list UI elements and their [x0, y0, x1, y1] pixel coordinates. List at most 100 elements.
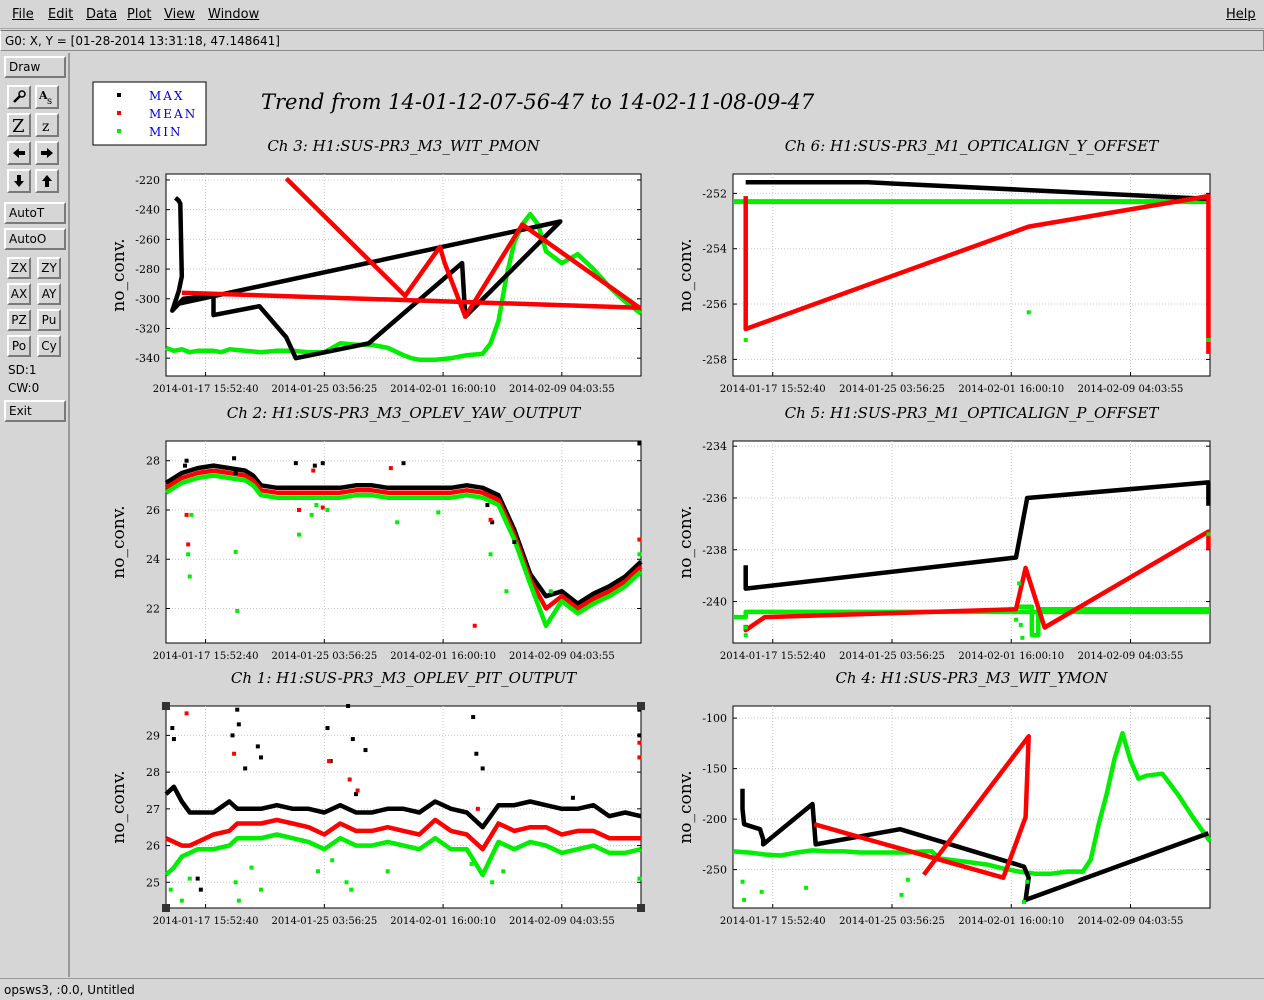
series-min-spikes: [168, 858, 642, 903]
data-point: [490, 880, 495, 885]
series-trace: [165, 817, 641, 852]
selection-handle[interactable]: [162, 904, 170, 912]
series-trace: [1017, 604, 1210, 638]
data-point: [249, 865, 254, 870]
data-point: [740, 879, 745, 884]
series-trace: [740, 788, 1210, 903]
chart-ch2[interactable]: 28 26 24 22 2014-01-17 15:52:40 2014-01-25 03…: [109, 404, 643, 662]
arrow-up-icon: [42, 175, 52, 187]
data-point: [350, 737, 355, 742]
data-point: [316, 869, 320, 874]
series-max-spikes: [183, 441, 642, 544]
series-mean: [813, 734, 1031, 880]
y-tick-label: -150: [702, 763, 727, 776]
plot-frame: [732, 173, 1211, 377]
data-point: [184, 458, 189, 463]
chart-ch6[interactable]: -252 -254 -256 -258 2014-01-17 15:52:40 2014-…: [676, 137, 1211, 395]
zoom-in-z-button[interactable]: Z: [7, 113, 31, 137]
data-point: [233, 880, 238, 885]
autoo-button[interactable]: AutoO: [4, 228, 66, 250]
data-point: [570, 795, 575, 800]
cy-button[interactable]: Cy: [37, 335, 61, 357]
data-point: [236, 722, 241, 727]
pan-down-button[interactable]: [7, 169, 31, 193]
zoom-out-z-button[interactable]: z: [35, 113, 59, 137]
menu-help[interactable]: Help: [1226, 7, 1256, 22]
y-tick-label: -258: [702, 353, 727, 366]
series-max: [170, 196, 563, 361]
menu-file[interactable]: File: [12, 7, 34, 22]
selection-handle[interactable]: [637, 904, 645, 912]
chart-ch5[interactable]: -234 -236 -238 -240 2014-01-17 15:52:40 2014-…: [676, 404, 1211, 662]
data-point: [637, 876, 642, 881]
plot-area-svg[interactable]: MAX MEAN MIN Trend from 14-01-12-07-56-4…: [73, 53, 1262, 977]
series-trace: [743, 529, 1211, 633]
y-tick-label: -238: [702, 544, 727, 557]
po-button[interactable]: Po: [7, 335, 31, 357]
arrow-right-icon: [41, 148, 53, 158]
x-tick-label: 2014-01-17 15:52:40: [153, 651, 259, 662]
svg-text:Z: Z: [12, 116, 25, 134]
y-tick-label: 24: [146, 553, 160, 566]
data-point: [183, 463, 187, 468]
data-point: [186, 552, 191, 557]
autot-button[interactable]: AutoT: [4, 202, 66, 224]
data-point: [899, 892, 904, 897]
menu-view[interactable]: View: [164, 7, 195, 22]
series-min: [164, 832, 642, 878]
chart-ch1[interactable]: 29 28 27 26 25 2014-01-17 15:52:40 2014-01-25 …: [109, 669, 645, 927]
zy-button[interactable]: ZY: [37, 257, 61, 279]
charts-group: -220 -240 -260 -280 -300 -320 -340 2014-01-17 1…: [109, 137, 1212, 927]
data-point: [512, 540, 517, 544]
plot-canvas[interactable]: MAX MEAN MIN Trend from 14-01-12-07-56-4…: [73, 53, 1262, 977]
menu-data[interactable]: Data: [86, 7, 118, 22]
y-tick-label: -200: [702, 813, 727, 826]
legend-marker-mean: [117, 111, 121, 115]
menu-edit[interactable]: Edit: [48, 7, 74, 22]
x-tick-label: 2014-02-09 04:03:55: [509, 916, 615, 927]
x-tick-label: 2014-01-25 03:56:25: [839, 384, 945, 395]
ax-button[interactable]: AX: [7, 283, 31, 305]
data-point: [548, 589, 553, 594]
chart-ch4[interactable]: -100 -150 -200 -250 2014-01-17 15:52:40 2014-…: [676, 669, 1212, 927]
series-trace: [165, 211, 643, 362]
chart-title: Ch 5: H1:SUS-PR3_M1_OPTICALIGN_P_OFFSET: [785, 404, 1160, 422]
pan-right-button[interactable]: [35, 141, 59, 165]
draw-button[interactable]: Draw: [4, 56, 66, 78]
x-tick-label: 2014-02-09 04:03:55: [509, 384, 615, 395]
svg-text:z: z: [42, 119, 49, 134]
magnify-button[interactable]: [7, 85, 31, 109]
selection-handle[interactable]: [162, 702, 170, 710]
y-tick-label: 26: [146, 504, 160, 517]
pan-up-button[interactable]: [35, 169, 59, 193]
data-point: [233, 549, 238, 554]
data-point: [259, 887, 263, 892]
data-point: [195, 876, 200, 881]
x-tick-label: 2014-02-01 16:00:10: [958, 384, 1064, 395]
ay-button[interactable]: AY: [37, 283, 61, 305]
zx-button[interactable]: ZX: [7, 257, 31, 279]
selection-handle[interactable]: [637, 702, 645, 710]
data-point: [401, 461, 406, 466]
data-point: [189, 512, 194, 517]
data-point: [243, 766, 248, 771]
y-axis-label: no_conv.: [676, 770, 696, 843]
legend: MAX MEAN MIN: [92, 81, 207, 146]
data-point: [230, 733, 235, 738]
data-point: [1018, 622, 1023, 627]
series-max: [740, 788, 1210, 903]
data-point: [388, 466, 393, 471]
menu-plot[interactable]: Plot: [127, 7, 152, 22]
menu-window[interactable]: Window: [208, 7, 260, 22]
plot-frame: [732, 705, 1211, 909]
y-tick-label: -340: [135, 352, 160, 365]
series-trace: [743, 480, 1211, 591]
pan-left-button[interactable]: [7, 141, 31, 165]
chart-ch3[interactable]: -220 -240 -260 -280 -300 -320 -340 2014-01-17 1…: [109, 137, 643, 395]
y-tick-label: -252: [702, 187, 727, 200]
y-tick-label: -100: [702, 712, 727, 725]
exit-button[interactable]: Exit: [4, 400, 66, 422]
pz-button[interactable]: PZ: [7, 309, 31, 331]
pu-button[interactable]: Pu: [37, 309, 61, 331]
